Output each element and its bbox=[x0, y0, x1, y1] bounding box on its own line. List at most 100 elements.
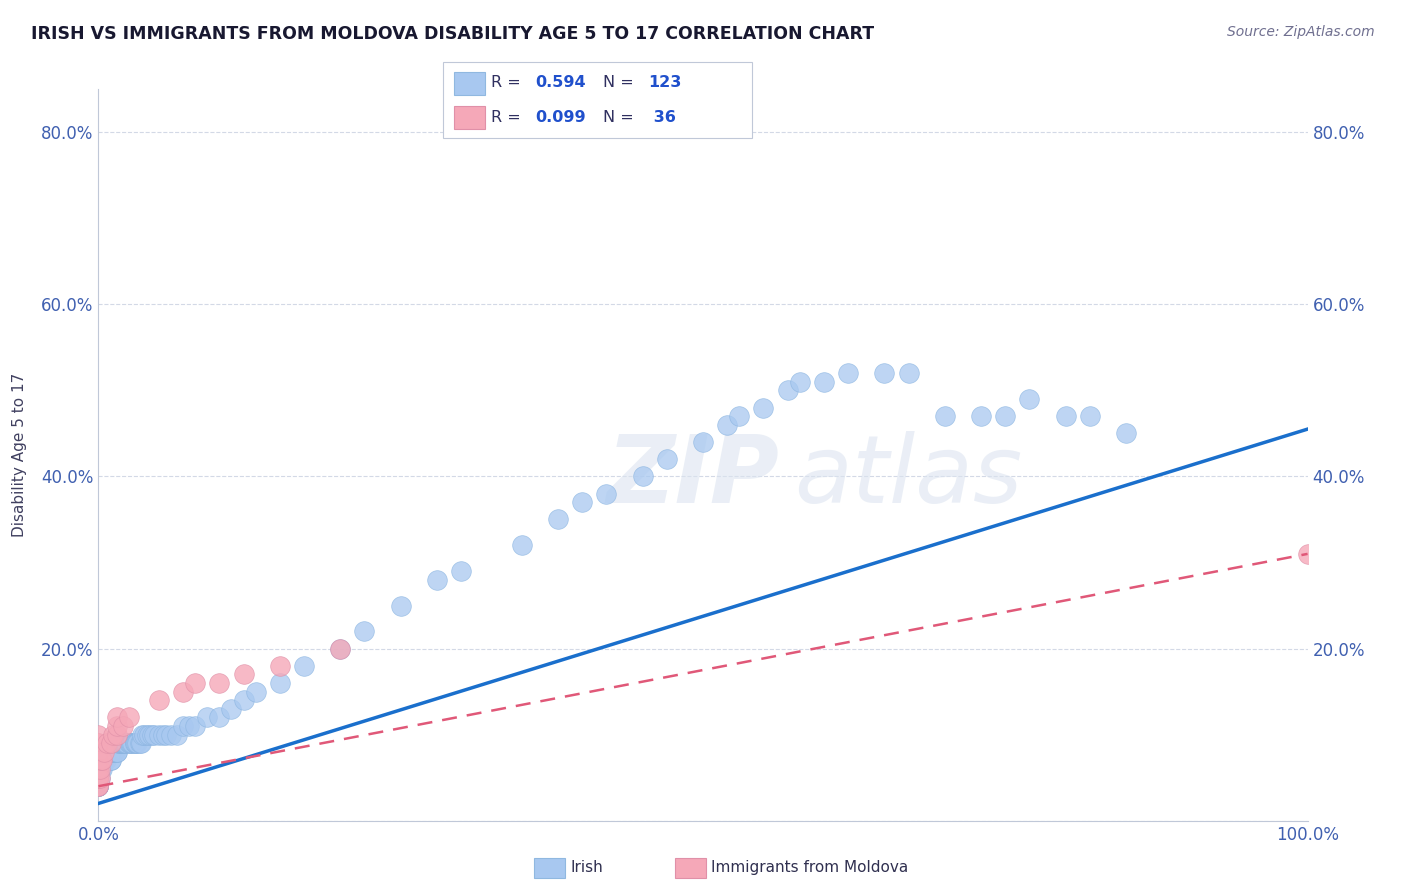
Point bbox=[105, 710, 128, 724]
Point bbox=[87, 771, 110, 785]
Point bbox=[108, 736, 131, 750]
Point bbox=[87, 753, 110, 767]
Point bbox=[101, 745, 124, 759]
Text: N =: N = bbox=[603, 76, 640, 90]
Point bbox=[1054, 409, 1077, 424]
Point bbox=[103, 745, 125, 759]
Point bbox=[87, 771, 110, 785]
Text: N =: N = bbox=[603, 111, 640, 125]
Point bbox=[87, 771, 110, 785]
Point bbox=[143, 728, 166, 742]
Text: ZIP: ZIP bbox=[606, 431, 779, 523]
Point bbox=[87, 736, 110, 750]
Point bbox=[1018, 392, 1040, 406]
Point bbox=[148, 728, 170, 742]
Point bbox=[87, 771, 110, 785]
Point bbox=[128, 736, 150, 750]
Point bbox=[87, 753, 110, 767]
Text: Immigrants from Moldova: Immigrants from Moldova bbox=[711, 861, 908, 875]
Point bbox=[118, 736, 141, 750]
Text: 0.099: 0.099 bbox=[536, 111, 586, 125]
Point bbox=[100, 745, 122, 759]
Point bbox=[934, 409, 956, 424]
Point bbox=[87, 753, 110, 767]
Point bbox=[87, 771, 110, 785]
Point bbox=[389, 599, 412, 613]
Point bbox=[87, 771, 110, 785]
Point bbox=[91, 753, 114, 767]
Point bbox=[1296, 547, 1319, 561]
Point bbox=[110, 736, 132, 750]
Y-axis label: Disability Age 5 to 17: Disability Age 5 to 17 bbox=[13, 373, 27, 537]
Point bbox=[837, 366, 859, 380]
Point bbox=[91, 753, 114, 767]
Point bbox=[127, 736, 149, 750]
Text: 36: 36 bbox=[648, 111, 676, 125]
Point bbox=[87, 762, 110, 776]
Point bbox=[595, 486, 617, 500]
Point bbox=[87, 779, 110, 793]
Point bbox=[813, 375, 835, 389]
Point bbox=[269, 676, 291, 690]
Text: atlas: atlas bbox=[793, 432, 1022, 523]
Point bbox=[105, 745, 128, 759]
Point bbox=[138, 728, 160, 742]
Point bbox=[87, 753, 110, 767]
Point bbox=[571, 495, 593, 509]
Point bbox=[87, 753, 110, 767]
Point bbox=[111, 736, 134, 750]
Point bbox=[89, 762, 111, 776]
Point bbox=[105, 745, 128, 759]
Text: R =: R = bbox=[491, 111, 526, 125]
Point bbox=[87, 771, 110, 785]
Point bbox=[160, 728, 183, 742]
Point bbox=[353, 624, 375, 639]
Point bbox=[100, 753, 122, 767]
Point bbox=[897, 366, 920, 380]
Point bbox=[100, 745, 122, 759]
Point bbox=[124, 736, 146, 750]
Point bbox=[87, 779, 110, 793]
Point bbox=[692, 435, 714, 450]
Point bbox=[129, 736, 152, 750]
Point bbox=[87, 753, 110, 767]
Point bbox=[873, 366, 896, 380]
Point bbox=[1115, 426, 1137, 441]
Point bbox=[232, 693, 254, 707]
Point bbox=[184, 719, 207, 733]
Point bbox=[87, 762, 110, 776]
Point bbox=[93, 745, 115, 759]
Point bbox=[292, 658, 315, 673]
Point bbox=[208, 676, 231, 690]
Point bbox=[87, 762, 110, 776]
Point bbox=[107, 736, 129, 750]
Text: IRISH VS IMMIGRANTS FROM MOLDOVA DISABILITY AGE 5 TO 17 CORRELATION CHART: IRISH VS IMMIGRANTS FROM MOLDOVA DISABIL… bbox=[31, 25, 875, 43]
Point bbox=[87, 762, 110, 776]
Point bbox=[221, 702, 243, 716]
Point bbox=[111, 736, 134, 750]
Point bbox=[172, 719, 194, 733]
Point bbox=[105, 728, 128, 742]
Point bbox=[120, 736, 142, 750]
Point bbox=[776, 384, 799, 398]
Point bbox=[93, 753, 115, 767]
Point bbox=[105, 719, 128, 733]
Point bbox=[90, 762, 112, 776]
Point bbox=[87, 745, 110, 759]
Point bbox=[155, 728, 177, 742]
Point bbox=[89, 762, 111, 776]
Point bbox=[87, 745, 110, 759]
Point bbox=[87, 736, 110, 750]
Point bbox=[141, 728, 163, 742]
Point bbox=[135, 728, 157, 742]
Point bbox=[87, 771, 110, 785]
Point bbox=[108, 736, 131, 750]
Point bbox=[269, 658, 291, 673]
Point bbox=[87, 779, 110, 793]
Point bbox=[87, 753, 110, 767]
Point bbox=[148, 693, 170, 707]
Point bbox=[87, 771, 110, 785]
Point bbox=[87, 753, 110, 767]
Point bbox=[426, 573, 449, 587]
Point bbox=[87, 779, 110, 793]
